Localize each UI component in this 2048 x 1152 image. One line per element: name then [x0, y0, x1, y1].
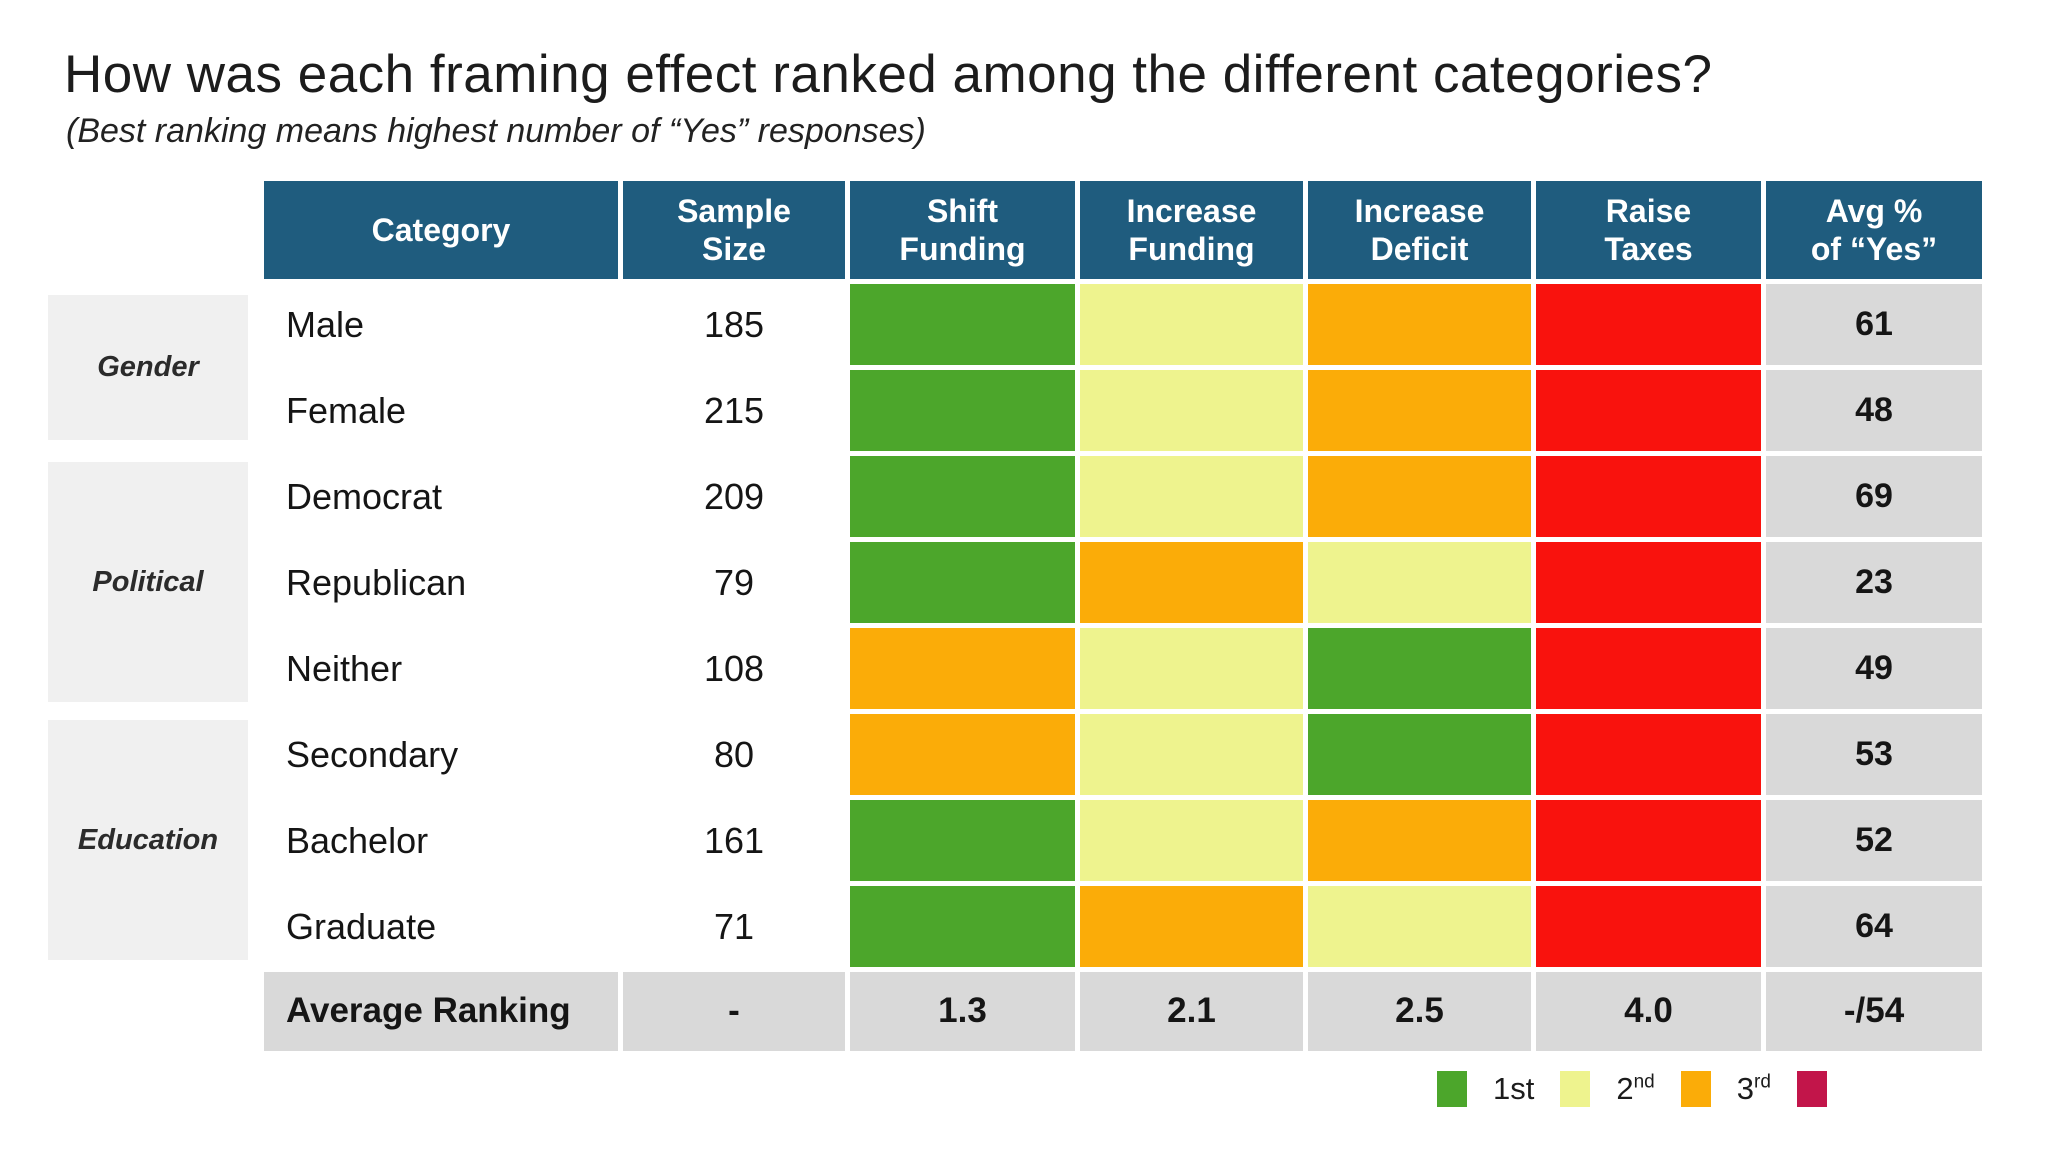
rank-cell-female-shift-funding: [850, 370, 1075, 451]
column-header-avg-of-yes: Avg % of “Yes”: [1766, 181, 1982, 279]
page-title: How was each framing effect ranked among…: [64, 45, 1713, 104]
rank-cell-republican-increase-funding: [1080, 542, 1303, 623]
legend-item-1st: 1st: [1437, 1071, 1534, 1107]
sample-size-cell-democrat: 209: [623, 456, 845, 537]
avg-pct-yes-cell-bachelor: 52: [1766, 800, 1982, 881]
sample-size-cell-secondary: 80: [623, 714, 845, 795]
category-cell-secondary: Secondary: [264, 714, 618, 795]
rank-cell-neither-raise-taxes: [1536, 628, 1761, 709]
rank-cell-neither-increase-funding: [1080, 628, 1303, 709]
column-header-raise-taxes: Raise Taxes: [1536, 181, 1761, 279]
column-header-increase-deficit: Increase Deficit: [1308, 181, 1531, 279]
rank-cell-female-raise-taxes: [1536, 370, 1761, 451]
row-group-label-political: Political: [48, 462, 248, 702]
rank-cell-male-raise-taxes: [1536, 284, 1761, 365]
rank-cell-democrat-raise-taxes: [1536, 456, 1761, 537]
rank-cell-graduate-raise-taxes: [1536, 886, 1761, 967]
sample-size-cell-neither: 108: [623, 628, 845, 709]
rank-cell-bachelor-shift-funding: [850, 800, 1075, 881]
rank-cell-bachelor-increase-funding: [1080, 800, 1303, 881]
rank-cell-graduate-shift-funding: [850, 886, 1075, 967]
rank-cell-neither-increase-deficit: [1308, 628, 1531, 709]
legend-label-3rd: 3rd: [1736, 1071, 1771, 1106]
row-group-label-gender: Gender: [48, 295, 248, 440]
avg-pct-yes-cell-graduate: 64: [1766, 886, 1982, 967]
rank-color-swatch-4th: [1796, 1071, 1827, 1107]
rank-cell-graduate-increase-funding: [1080, 886, 1303, 967]
column-header-shift-funding: Shift Funding: [850, 181, 1075, 279]
avg-pct-yes-cell-republican: 23: [1766, 542, 1982, 623]
rank-cell-democrat-increase-funding: [1080, 456, 1303, 537]
average-sample-size-cell: -: [623, 972, 845, 1051]
legend-label-2nd: 2nd: [1616, 1071, 1655, 1106]
category-cell-male: Male: [264, 284, 618, 365]
ranking-table: Category Sample Size Shift Funding Increase…: [264, 181, 1982, 1051]
legend-item-3rd: 3rd: [1680, 1071, 1771, 1107]
rank-legend: 1st 2nd 3rd: [1437, 1071, 1827, 1107]
avg-pct-yes-cell-male: 61: [1766, 284, 1982, 365]
category-cell-bachelor: Bachelor: [264, 800, 618, 881]
average-ranking-increase-funding: 2.1: [1080, 972, 1303, 1051]
category-cell-democrat: Democrat: [264, 456, 618, 537]
category-cell-female: Female: [264, 370, 618, 451]
column-header-category: Category: [264, 181, 618, 279]
rank-cell-neither-shift-funding: [850, 628, 1075, 709]
average-ranking-shift-funding: 1.3: [850, 972, 1075, 1051]
rank-cell-democrat-shift-funding: [850, 456, 1075, 537]
legend-label-1st: 1st: [1493, 1071, 1535, 1106]
rank-cell-graduate-increase-deficit: [1308, 886, 1531, 967]
average-ranking-increase-deficit: 2.5: [1308, 972, 1531, 1051]
legend-item-4th: [1796, 1071, 1827, 1107]
category-cell-republican: Republican: [264, 542, 618, 623]
row-group-label-education: Education: [48, 720, 248, 960]
category-cell-neither: Neither: [264, 628, 618, 709]
avg-pct-yes-cell-neither: 49: [1766, 628, 1982, 709]
column-header-sample-size: Sample Size: [623, 181, 845, 279]
page-subtitle: (Best ranking means highest number of “Y…: [66, 112, 926, 150]
rank-cell-male-increase-deficit: [1308, 284, 1531, 365]
rank-cell-republican-raise-taxes: [1536, 542, 1761, 623]
average-ranking-raise-taxes: 4.0: [1536, 972, 1761, 1051]
sample-size-cell-republican: 79: [623, 542, 845, 623]
rank-cell-republican-increase-deficit: [1308, 542, 1531, 623]
rank-color-swatch-2nd: [1560, 1071, 1591, 1107]
rank-cell-republican-shift-funding: [850, 542, 1075, 623]
rank-cell-democrat-increase-deficit: [1308, 456, 1531, 537]
rank-cell-secondary-shift-funding: [850, 714, 1075, 795]
rank-cell-secondary-increase-funding: [1080, 714, 1303, 795]
rank-cell-female-increase-deficit: [1308, 370, 1531, 451]
average-avg-pct-yes-cell: -/54: [1766, 972, 1982, 1051]
rank-cell-secondary-raise-taxes: [1536, 714, 1761, 795]
category-cell-graduate: Graduate: [264, 886, 618, 967]
avg-pct-yes-cell-female: 48: [1766, 370, 1982, 451]
legend-item-2nd: 2nd: [1560, 1071, 1655, 1107]
rank-cell-bachelor-raise-taxes: [1536, 800, 1761, 881]
rank-color-swatch-1st: [1437, 1071, 1467, 1107]
rank-cell-male-shift-funding: [850, 284, 1075, 365]
rank-color-swatch-3rd: [1680, 1071, 1711, 1107]
sample-size-cell-female: 215: [623, 370, 845, 451]
rank-cell-secondary-increase-deficit: [1308, 714, 1531, 795]
sample-size-cell-bachelor: 161: [623, 800, 845, 881]
column-header-increase-funding: Increase Funding: [1080, 181, 1303, 279]
avg-pct-yes-cell-democrat: 69: [1766, 456, 1982, 537]
avg-pct-yes-cell-secondary: 53: [1766, 714, 1982, 795]
rank-cell-female-increase-funding: [1080, 370, 1303, 451]
sample-size-cell-graduate: 71: [623, 886, 845, 967]
rank-cell-bachelor-increase-deficit: [1308, 800, 1531, 881]
rank-cell-male-increase-funding: [1080, 284, 1303, 365]
average-ranking-label: Average Ranking: [264, 972, 618, 1051]
sample-size-cell-male: 185: [623, 284, 845, 365]
